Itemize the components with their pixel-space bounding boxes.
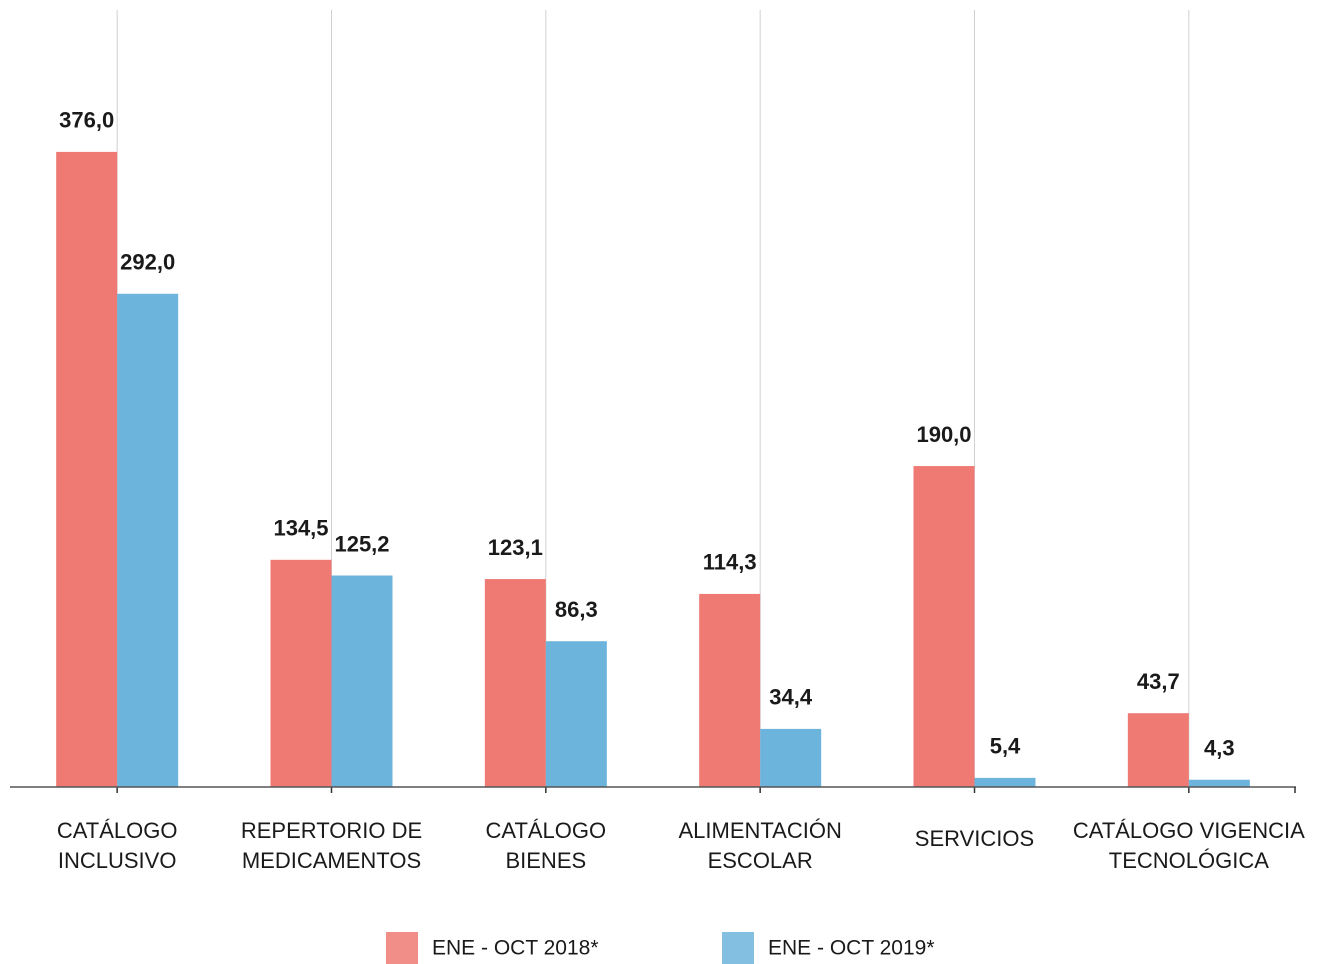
x-tick-label: CATÁLOGO VIGENCIA TECNOLÓGICA [1073,818,1305,873]
bar [117,293,179,787]
x-tick-label-line: ESCOLAR [708,848,813,873]
x-tick-label: CATÁLOGO BIENES [486,818,607,873]
bar [1127,713,1189,787]
data-label: 125,2 [334,531,389,556]
bar [699,593,761,787]
legend-label: ENE - OCT 2019* [768,937,935,960]
bar [484,579,546,787]
x-tick-label-line: INCLUSIVO [58,848,177,873]
bar [913,466,975,787]
x-tick-label-line: ALIMENTACIÓN [678,818,841,843]
x-tick-label-line: CATÁLOGO [486,818,607,843]
data-label: 134,5 [273,516,328,541]
legend-swatch [722,932,754,964]
bar [331,575,393,787]
data-label: 43,7 [1137,669,1180,694]
x-tick-label: CATÁLOGO INCLUSIVO [57,818,178,873]
data-label: 86,3 [555,597,598,622]
x-tick-label-line: BIENES [505,848,586,873]
data-label: 114,3 [703,550,757,575]
data-label: 34,4 [769,685,813,710]
bar [545,641,607,787]
data-label: 4,3 [1204,736,1235,761]
bar [56,151,118,787]
bar [974,777,1036,787]
x-tick-label-line: SERVICIOS [915,826,1034,851]
data-label: 5,4 [990,734,1021,759]
x-tick-label-line: MEDICAMENTOS [242,848,421,873]
x-tick-label: REPERTORIO DE MEDICAMENTOS [241,818,422,873]
x-tick-label-line: CATÁLOGO VIGENCIA [1073,818,1305,843]
bar [760,728,822,787]
bar [270,559,332,787]
x-tick-label-line: CATÁLOGO [57,818,178,843]
data-label: 190,0 [916,422,971,447]
legend-label: ENE - OCT 2018* [432,937,599,960]
data-label: 123,1 [488,535,543,560]
bar [1188,779,1250,787]
x-tick-label-line: REPERTORIO DE [241,818,422,843]
data-label: 376,0 [59,108,114,133]
x-tick-label: SERVICIOS [915,826,1034,851]
x-tick-label: ALIMENTACIÓN ESCOLAR [678,818,841,873]
legend-swatch [386,932,418,964]
data-label: 292,0 [120,250,175,275]
x-tick-label-line: TECNOLÓGICA [1109,848,1269,873]
